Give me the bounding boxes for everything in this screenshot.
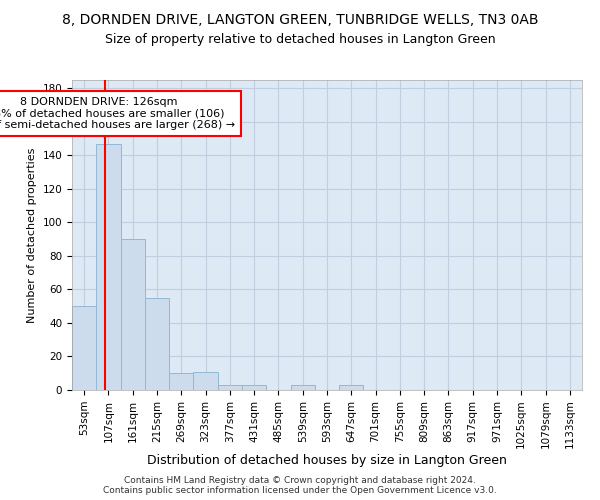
Bar [339, 385, 364, 390]
Bar [218, 385, 242, 390]
Bar [193, 372, 218, 390]
Bar [290, 385, 315, 390]
Text: 8, DORNDEN DRIVE, LANGTON GREEN, TUNBRIDGE WELLS, TN3 0AB: 8, DORNDEN DRIVE, LANGTON GREEN, TUNBRID… [62, 12, 538, 26]
Bar [72, 306, 96, 390]
Text: Contains HM Land Registry data © Crown copyright and database right 2024.
Contai: Contains HM Land Registry data © Crown c… [103, 476, 497, 495]
Bar [96, 144, 121, 390]
Bar [242, 385, 266, 390]
Bar [169, 373, 193, 390]
X-axis label: Distribution of detached houses by size in Langton Green: Distribution of detached houses by size … [147, 454, 507, 467]
Y-axis label: Number of detached properties: Number of detached properties [27, 148, 37, 322]
Text: 8 DORNDEN DRIVE: 126sqm
← 28% of detached houses are smaller (106)
72% of semi-d: 8 DORNDEN DRIVE: 126sqm ← 28% of detache… [0, 97, 236, 130]
Bar [145, 298, 169, 390]
Bar [121, 239, 145, 390]
Text: Size of property relative to detached houses in Langton Green: Size of property relative to detached ho… [104, 32, 496, 46]
